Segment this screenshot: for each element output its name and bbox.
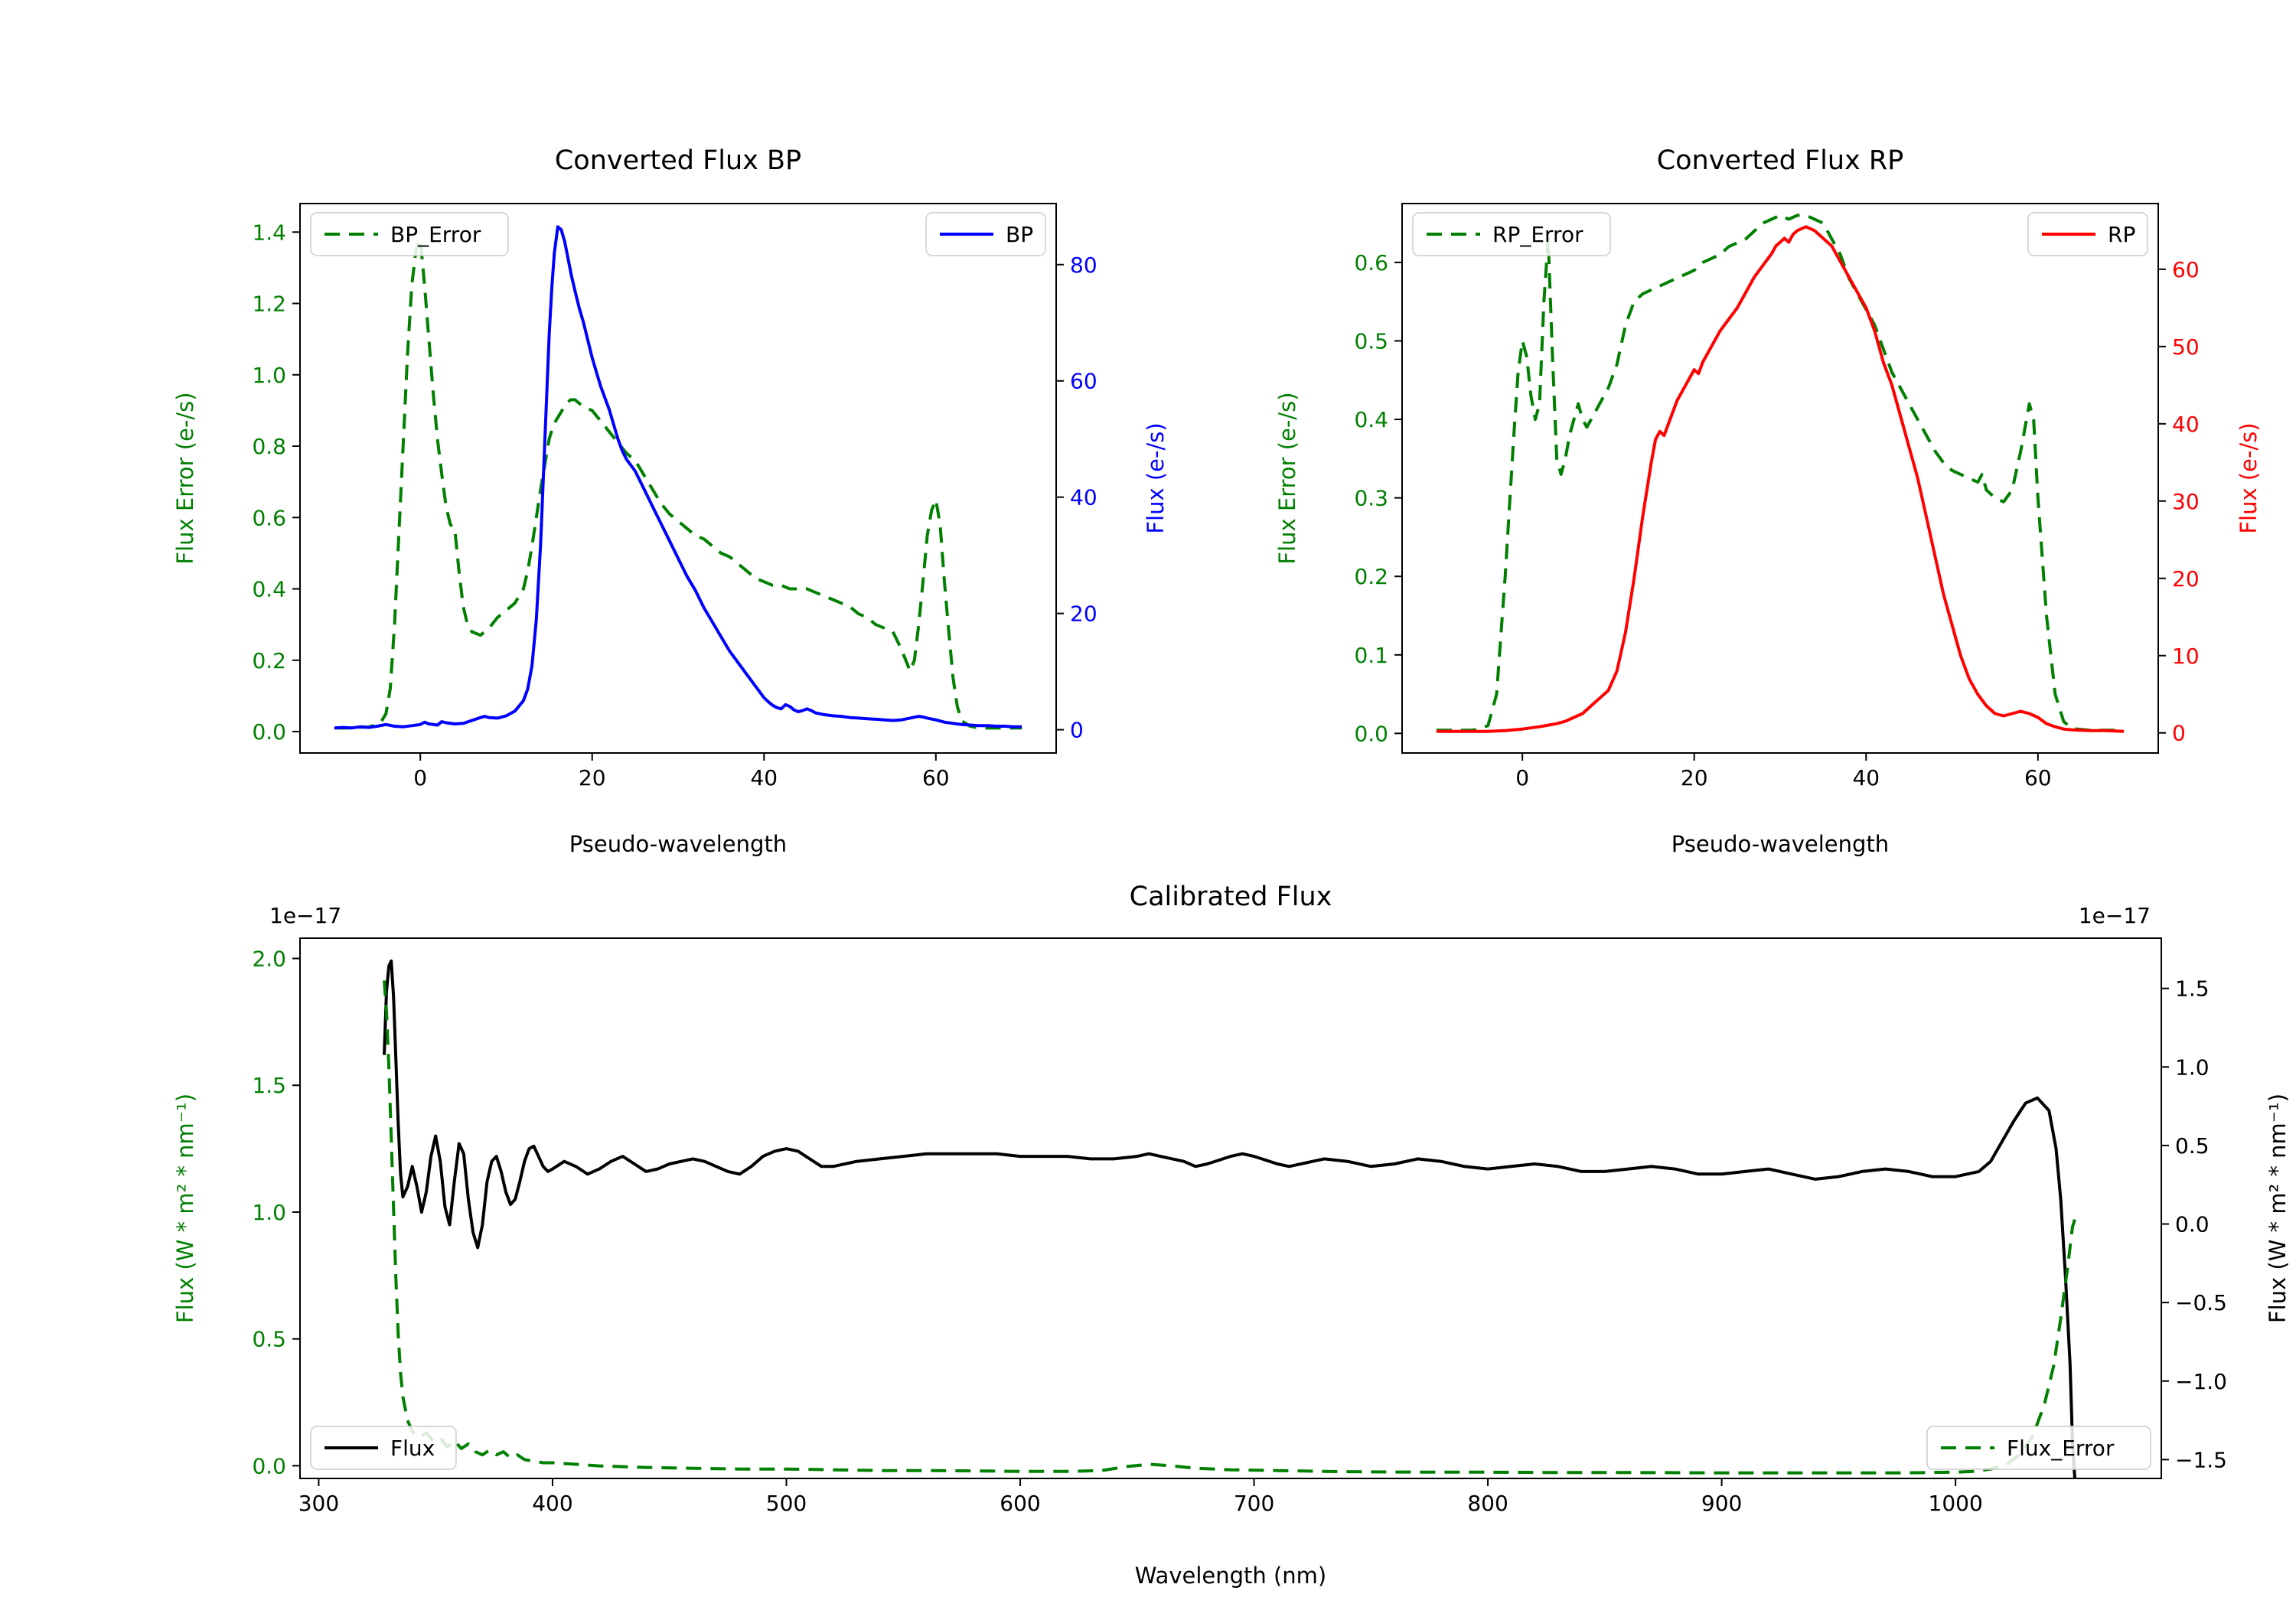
x-tick-label: 20 [579, 765, 606, 790]
x-tick-label: 900 [1701, 1491, 1742, 1516]
series-rp_error [1436, 214, 2125, 732]
y-tick-label-left: 2.0 [252, 947, 286, 972]
calibrated-xaxis-label: Wavelength (nm) [1134, 1563, 1327, 1589]
bp-yaxis-left-label: Flux Error (e-/s) [172, 392, 198, 565]
series-rp [1436, 225, 2125, 733]
y-tick-label-left: 0.6 [252, 505, 286, 530]
chart-cal: 300 400 500 600 700 800 900 1000 0.0 0.5 1.0 1.5 2.0… [252, 937, 2227, 1516]
rp-chart-title: Converted Flux RP [1656, 145, 1904, 176]
y-tick-label-right: 20 [1070, 601, 1097, 627]
legend-box [1926, 1426, 2151, 1470]
y-tick-label-right: −1.5 [2175, 1447, 2227, 1472]
rp-yaxis-left-label: Flux Error (e-/s) [1274, 392, 1300, 565]
y-tick-label-right: 0.5 [2175, 1133, 2210, 1159]
y-tick-label-left: 0.4 [1354, 407, 1388, 432]
bp-xaxis-label: Pseudo-wavelength [569, 831, 788, 857]
y-tick-label-left: 0.1 [1354, 643, 1388, 668]
x-tick-label: 1000 [1929, 1491, 1983, 1516]
x-tick-label: 500 [766, 1491, 807, 1516]
x-tick-label: 800 [1467, 1491, 1508, 1516]
y-tick-label-right: −1.0 [2175, 1369, 2227, 1394]
y-tick-label-left: 0.0 [252, 1453, 286, 1478]
calibrated-chart-title: Calibrated Flux [1129, 882, 1332, 912]
x-tick-label: 0 [413, 765, 427, 790]
y-tick-label-left: 0.5 [252, 1327, 286, 1352]
series-bp_error [334, 237, 1022, 730]
legend-label: RP_Error [1492, 222, 1583, 247]
bp-chart-title: Converted Flux BP [554, 145, 802, 176]
bp-yaxis-right-label: Flux (e-/s) [1143, 422, 1169, 534]
y-tick-label-right: 0 [1070, 718, 1084, 743]
axes-frame [1401, 203, 2159, 754]
chart-bp: 0 20 40 60 0.0 0.2 0.4 0.6 0.8 1.0 1.2 1.4 0 20 40 60 80… [252, 203, 1097, 790]
offset-text-right: 1e−17 [2078, 903, 2151, 928]
y-tick-label-right: 1.0 [2175, 1054, 2210, 1080]
y-tick-label-left: 0.2 [1354, 564, 1388, 589]
y-tick-label-left: 1.5 [252, 1073, 286, 1098]
y-tick-label-right: 40 [2172, 412, 2200, 437]
offset-text-left: 1e−17 [269, 903, 342, 928]
series-flux [383, 959, 2076, 1479]
y-tick-label-right: 50 [2172, 334, 2200, 360]
y-tick-label-left: 0.6 [1354, 250, 1388, 275]
chart-rp: 0 20 40 60 0.0 0.1 0.2 0.3 0.4 0.5 0.6 0 10 20 30 40 50 6… [1354, 203, 2200, 790]
y-tick-label-right: 20 [2172, 566, 2200, 592]
legend-label: RP [2108, 222, 2135, 247]
y-tick-label-right: 60 [1070, 369, 1097, 394]
legend-label: Flux [390, 1436, 435, 1461]
legend-box [310, 1426, 457, 1470]
legend-label: BP [1006, 222, 1033, 247]
calibrated-yaxis-right-label: Flux (W * m² * nm⁻¹) [2265, 1093, 2291, 1324]
y-tick-label-right: −0.5 [2175, 1290, 2227, 1315]
y-tick-label-right: 10 [2172, 644, 2200, 669]
legend-label: Flux_Error [2007, 1436, 2115, 1461]
rp-yaxis-right-label: Flux (e-/s) [2236, 422, 2262, 534]
calibrated-yaxis-left-label: Flux (W * m² * nm⁻¹) [172, 1093, 198, 1324]
x-tick-label: 300 [298, 1491, 339, 1516]
y-tick-label-left: 1.0 [252, 1200, 286, 1225]
y-tick-label-right: 80 [1070, 253, 1097, 278]
y-tick-label-left: 0.4 [252, 577, 286, 602]
y-tick-label-right: 1.5 [2175, 976, 2210, 1002]
y-tick-label-left: 0.3 [1354, 486, 1388, 511]
legend-label: BP_Error [390, 222, 481, 247]
y-tick-label-left: 0.0 [1354, 721, 1388, 746]
x-tick-label: 60 [922, 765, 950, 790]
y-tick-label-left: 0.8 [252, 434, 286, 459]
series-bp [334, 225, 1022, 730]
y-tick-label-right: 60 [2172, 257, 2200, 282]
y-tick-label-right: 30 [2172, 489, 2200, 514]
x-tick-label: 40 [750, 765, 778, 790]
legend-box [1412, 212, 1611, 256]
y-tick-label-right: 0 [2172, 721, 2186, 746]
y-tick-label-left: 1.0 [252, 363, 286, 388]
x-tick-label: 40 [1852, 765, 1880, 790]
legend-box [310, 212, 509, 256]
rp-xaxis-label: Pseudo-wavelength [1671, 831, 1890, 857]
x-tick-label: 700 [1234, 1491, 1274, 1516]
y-tick-label-left: 1.4 [252, 220, 286, 245]
y-tick-label-right: 40 [1070, 485, 1097, 510]
x-tick-label: 20 [1681, 765, 1708, 790]
y-tick-label-left: 1.2 [252, 292, 286, 317]
x-tick-label: 400 [532, 1491, 572, 1516]
series-flux_error [383, 980, 2079, 1475]
axes-frame [299, 203, 1057, 754]
y-tick-label-left: 0.2 [252, 648, 286, 673]
x-tick-label: 60 [2024, 765, 2052, 790]
axes-frame [299, 937, 2162, 1479]
y-tick-label-left: 0.0 [252, 719, 286, 745]
x-tick-label: 600 [1000, 1491, 1040, 1516]
y-tick-label-left: 0.5 [1354, 329, 1388, 354]
y-tick-label-right: 0.0 [2175, 1212, 2210, 1237]
x-tick-label: 0 [1515, 765, 1529, 790]
